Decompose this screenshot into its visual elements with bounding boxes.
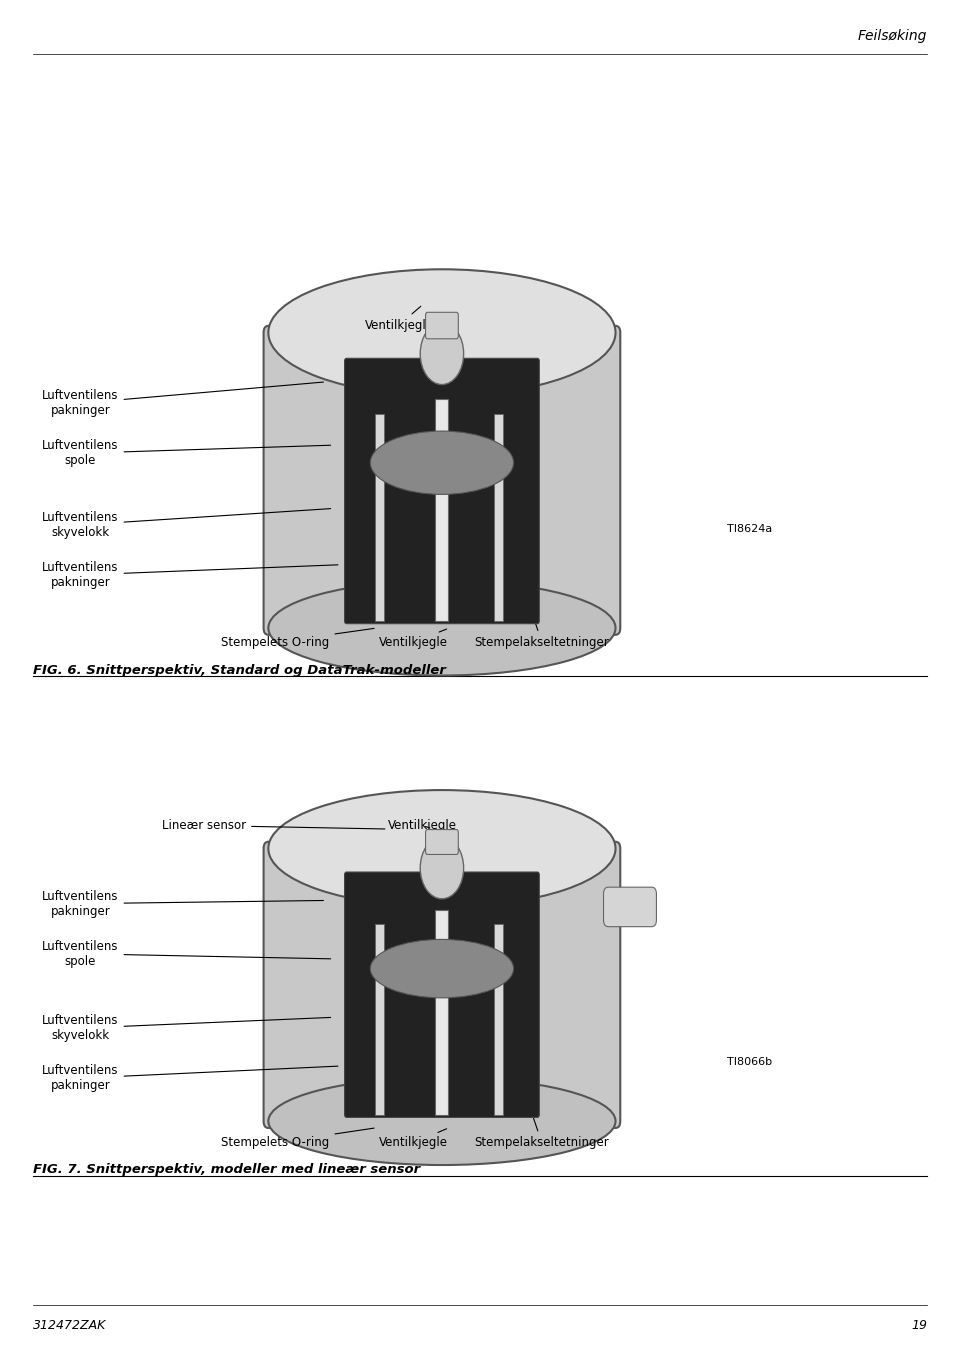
FancyBboxPatch shape <box>345 358 540 623</box>
Circle shape <box>420 323 464 385</box>
Text: Luftventilens
pakninger: Luftventilens pakninger <box>42 561 338 589</box>
Text: Feilsøking: Feilsøking <box>858 29 927 42</box>
FancyBboxPatch shape <box>264 325 620 634</box>
Ellipse shape <box>269 581 615 675</box>
Text: FIG. 7. Snittperspektiv, modeller med lineær sensor: FIG. 7. Snittperspektiv, modeller med li… <box>33 1164 420 1176</box>
FancyBboxPatch shape <box>604 887 657 927</box>
Text: Luftventilens
spole: Luftventilens spole <box>42 440 330 467</box>
Text: Luftventilens
spole: Luftventilens spole <box>42 939 330 968</box>
Text: Ventilkjegle: Ventilkjegle <box>379 1128 448 1149</box>
Text: TI8624a: TI8624a <box>728 524 773 534</box>
Text: TI8066b: TI8066b <box>728 1057 773 1067</box>
Ellipse shape <box>269 269 615 396</box>
Ellipse shape <box>269 1078 615 1165</box>
Text: Ventilkjegle: Ventilkjegle <box>365 306 434 332</box>
Text: 19: 19 <box>911 1319 927 1332</box>
FancyBboxPatch shape <box>345 872 540 1117</box>
Text: Ventilkjegle: Ventilkjegle <box>389 819 457 832</box>
Ellipse shape <box>371 431 514 494</box>
Text: Luftventilens
skyvelokk: Luftventilens skyvelokk <box>42 509 330 539</box>
FancyBboxPatch shape <box>375 924 384 1115</box>
Text: Luftventilens
pakninger: Luftventilens pakninger <box>42 382 324 418</box>
FancyBboxPatch shape <box>425 312 458 339</box>
FancyBboxPatch shape <box>375 414 384 621</box>
Text: Ventilkjegle: Ventilkjegle <box>379 629 448 649</box>
Ellipse shape <box>269 791 615 906</box>
Text: Luftventilens
pakninger: Luftventilens pakninger <box>42 1064 338 1092</box>
Text: 312472ZAK: 312472ZAK <box>33 1319 107 1332</box>
FancyBboxPatch shape <box>436 911 448 1115</box>
FancyBboxPatch shape <box>264 841 620 1128</box>
Text: Stempelets O-ring: Stempelets O-ring <box>221 629 374 649</box>
Text: Stempelakseltetninger: Stempelakseltetninger <box>474 1117 610 1149</box>
Text: Lineær sensor: Lineær sensor <box>162 819 385 832</box>
Text: FIG. 6. Snittperspektiv, Standard og DataTrak-modeller: FIG. 6. Snittperspektiv, Standard og Dat… <box>33 664 445 678</box>
Text: Luftventilens
pakninger: Luftventilens pakninger <box>42 890 324 917</box>
Text: Stempelakseltetninger: Stempelakseltetninger <box>474 617 610 649</box>
FancyBboxPatch shape <box>425 830 458 855</box>
FancyBboxPatch shape <box>494 924 503 1115</box>
FancyBboxPatch shape <box>436 399 448 621</box>
Ellipse shape <box>371 939 514 998</box>
Text: Stempelets O-ring: Stempelets O-ring <box>221 1128 374 1149</box>
Circle shape <box>420 837 464 898</box>
Text: Luftventilens
skyvelokk: Luftventilens skyvelokk <box>42 1014 330 1043</box>
FancyBboxPatch shape <box>494 414 503 621</box>
